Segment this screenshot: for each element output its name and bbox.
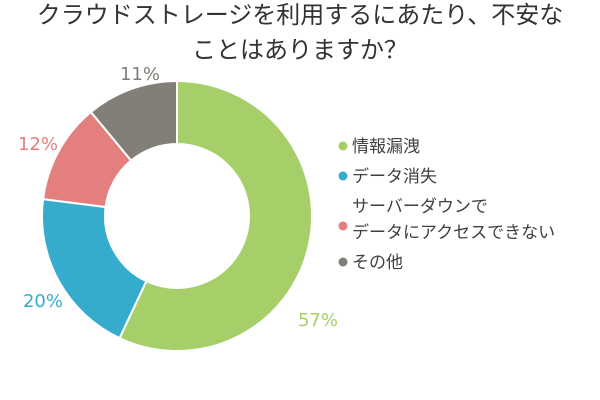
donut-slice <box>89 79 178 162</box>
legend-marker-icon <box>338 221 348 231</box>
legend-marker-icon <box>338 141 348 151</box>
donut-slices <box>41 79 313 352</box>
value-label: 57% <box>298 310 338 331</box>
donut-slice <box>118 79 313 352</box>
chart-title-line: ことはありますか？ <box>192 36 408 64</box>
value-label: 11% <box>120 64 160 85</box>
legend-label: データ消失 <box>352 166 437 187</box>
legend-label: サーバーダウンで <box>352 197 488 217</box>
legend-marker-icon <box>338 257 348 267</box>
legend-label: その他 <box>352 253 403 273</box>
value-labels: 57% 20% 12% 11% <box>18 64 338 331</box>
value-label: 20% <box>23 291 63 312</box>
legend-label: 情報漏洩 <box>352 137 420 157</box>
legend-label: データにアクセスできない <box>352 222 555 243</box>
legend-marker-icon <box>338 171 348 181</box>
donut-slice <box>41 197 148 340</box>
chart-title-line: クラウドストレージを利用するにあたり、不安な <box>37 1 564 29</box>
value-label: 12% <box>18 134 58 155</box>
